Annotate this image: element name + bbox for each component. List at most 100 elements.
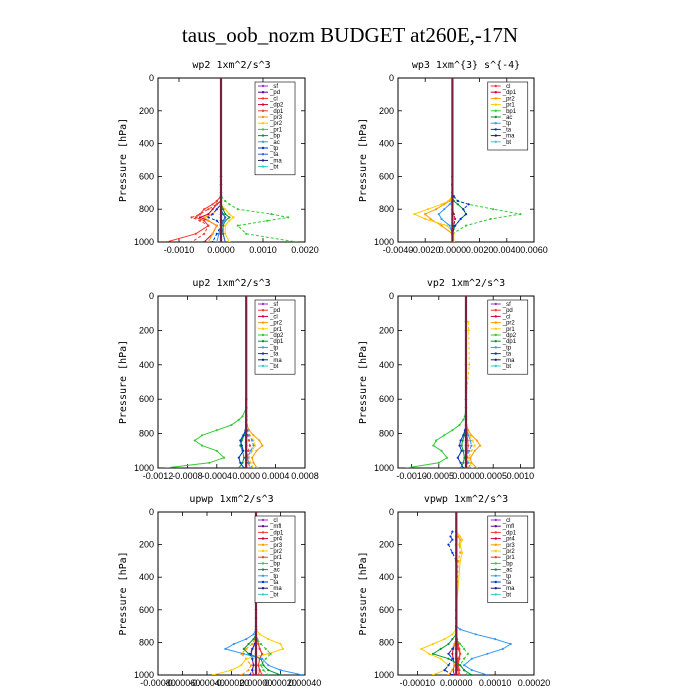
legend-marker bbox=[494, 358, 497, 361]
series-point-pr1 bbox=[468, 461, 471, 464]
plot-frame bbox=[397, 77, 535, 243]
series-point-pr1 bbox=[257, 642, 260, 646]
series-point-ta bbox=[248, 652, 251, 655]
series-point-tp bbox=[467, 434, 470, 437]
x-tick-label: -0.00060 bbox=[165, 678, 201, 688]
series-point-bp1 bbox=[519, 213, 522, 216]
series-point-pr1 bbox=[426, 208, 429, 211]
series-point-dp2 bbox=[443, 434, 446, 437]
series-point-dp2 bbox=[440, 449, 443, 452]
series-point-ta bbox=[222, 232, 225, 235]
series-point-pr3 bbox=[215, 224, 218, 227]
series-point-pr2 bbox=[479, 444, 482, 447]
legend-marker bbox=[261, 364, 265, 368]
series-point-pr2 bbox=[258, 439, 261, 442]
legend-marker bbox=[261, 518, 265, 522]
series-point-pr2 bbox=[212, 673, 215, 675]
series-point-dp2 bbox=[445, 456, 449, 459]
series-point-bp1 bbox=[492, 208, 495, 211]
series-point-pr2 bbox=[424, 213, 427, 216]
legend-label: _ac bbox=[269, 568, 280, 574]
legend-label: _bp1 bbox=[502, 109, 517, 115]
series-point-ta bbox=[451, 673, 454, 675]
series-point-pr2 bbox=[224, 224, 227, 227]
series-group bbox=[165, 175, 298, 242]
series-point-pr2 bbox=[440, 224, 443, 227]
series-point-ta bbox=[456, 199, 459, 203]
series-group bbox=[164, 398, 264, 468]
legend-label: _pr3 bbox=[269, 543, 283, 549]
series-point-pr1 bbox=[457, 669, 460, 672]
legend-label: _pd bbox=[269, 90, 280, 96]
panel-title: vp2 1xm^2/s^3 bbox=[427, 278, 505, 289]
series-point-tp bbox=[448, 203, 451, 206]
legend-label: _tp bbox=[502, 121, 512, 127]
series-point-ta bbox=[462, 208, 465, 211]
legend-label: _cl bbox=[269, 96, 278, 102]
legend-label: _cl bbox=[269, 518, 278, 524]
series-point-dp2 bbox=[201, 434, 204, 437]
series-point-cl bbox=[194, 232, 197, 235]
series-point-pd bbox=[248, 444, 251, 447]
legend-marker bbox=[261, 321, 265, 324]
series-line-pr3 bbox=[447, 531, 461, 675]
legend-label: _ma bbox=[502, 358, 515, 364]
legend-label: _bt bbox=[502, 592, 512, 598]
series-point-pr3 bbox=[203, 216, 206, 219]
series-point-ta bbox=[467, 203, 470, 206]
series-point-tp bbox=[509, 642, 512, 646]
series-point-tp bbox=[440, 217, 443, 221]
legend-marker bbox=[261, 549, 265, 553]
legend-label: _ta bbox=[502, 580, 512, 586]
legend-marker bbox=[261, 346, 265, 349]
legend-marker bbox=[261, 146, 265, 150]
chart-panel-5: upwp 1xm^2/s^3 Pressure [hPa] 0 200 400 600 80… bbox=[118, 494, 321, 688]
x-tick-label: -0.00010 bbox=[400, 678, 436, 688]
series-point-pr3 bbox=[207, 240, 210, 242]
legend-marker bbox=[261, 525, 265, 528]
series-point-tp bbox=[211, 240, 214, 242]
chart-panel-2: wp3 1xm^{3} s^{-4} Pressure [hPa] 0 200 400 6… bbox=[358, 60, 548, 255]
series-point-pr1 bbox=[424, 217, 427, 221]
series-group bbox=[405, 320, 482, 468]
x-tick-label: 0.0060 bbox=[520, 245, 548, 255]
series-point-dp1 bbox=[207, 224, 210, 227]
legend-label: _ac bbox=[502, 568, 513, 574]
series-point-dp1 bbox=[461, 439, 464, 442]
legend-label: _pr2 bbox=[269, 121, 283, 127]
y-tick-label: 0 bbox=[149, 73, 154, 83]
series-point-ta bbox=[240, 444, 243, 447]
series-point-pr1 bbox=[440, 203, 443, 206]
y-tick-label: 600 bbox=[379, 605, 394, 615]
legend-label: _dp1 bbox=[502, 90, 517, 96]
legend-marker bbox=[261, 327, 265, 330]
series-point-ac bbox=[215, 240, 218, 242]
legend-marker bbox=[261, 165, 265, 168]
legend-marker bbox=[261, 568, 265, 571]
series-point-dp2 bbox=[437, 461, 440, 464]
legend-label: _sf bbox=[502, 302, 511, 308]
x-tick-label: 0.0040 bbox=[493, 245, 521, 255]
series-point-pd bbox=[248, 466, 251, 468]
legend-marker bbox=[494, 352, 497, 355]
series-point-dp2 bbox=[458, 423, 461, 427]
legend-label: _ac bbox=[502, 115, 513, 121]
legend-marker bbox=[494, 134, 497, 137]
series-point-tp bbox=[459, 628, 462, 631]
x-tick-label: -0.00020 bbox=[214, 678, 250, 688]
series-group bbox=[412, 175, 522, 242]
series-point-pr3 bbox=[457, 559, 460, 563]
legend-label: _pr4 bbox=[269, 537, 283, 543]
series-point-dp2 bbox=[405, 466, 408, 468]
series-point-pr2 bbox=[255, 449, 258, 452]
legend-marker bbox=[261, 543, 265, 546]
legend-label: _pr2 bbox=[502, 321, 516, 327]
legend-label: _ta bbox=[269, 152, 279, 158]
legend-marker bbox=[261, 531, 265, 534]
panel-title: wp3 1xm^{3} s^{-4} bbox=[412, 60, 520, 71]
y-tick-label: 600 bbox=[379, 171, 394, 181]
legend-marker bbox=[494, 531, 497, 534]
y-tick-label: 200 bbox=[379, 106, 394, 116]
series-point-bp bbox=[463, 647, 466, 651]
